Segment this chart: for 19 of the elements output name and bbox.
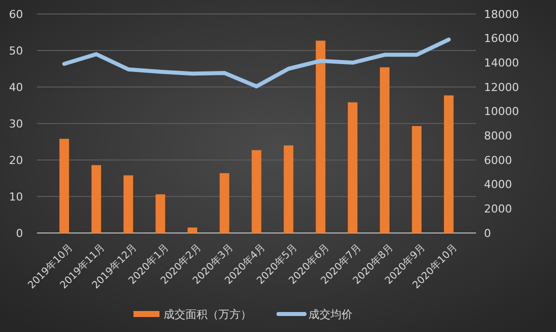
y-tick-label: 30 — [9, 117, 23, 130]
y2-tick-label: 14000 — [484, 56, 519, 70]
y-tick-label: 0 — [16, 226, 23, 240]
y2-tick-label: 12000 — [484, 80, 519, 94]
y2-tick-label: 2000 — [484, 202, 512, 216]
y2-tick-label: 8000 — [484, 130, 512, 143]
y2-tick-label: 6000 — [484, 154, 512, 167]
y-tick-label: 20 — [9, 154, 23, 167]
y-tick-label: 40 — [9, 80, 23, 94]
y2-tick-label: 0 — [484, 226, 491, 240]
y2-tick-label: 18000 — [484, 8, 519, 21]
y-tick-label: 50 — [9, 44, 23, 58]
y2-tick-label: 16000 — [484, 32, 519, 46]
y2-tick-label: 4000 — [484, 178, 512, 192]
y-tick-label: 10 — [9, 190, 23, 204]
legend-label: 成交面积（万方） — [164, 308, 252, 321]
y2-tick-label: 10000 — [484, 105, 519, 118]
legend-label: 成交均价 — [308, 308, 352, 321]
y-tick-label: 60 — [9, 8, 23, 21]
